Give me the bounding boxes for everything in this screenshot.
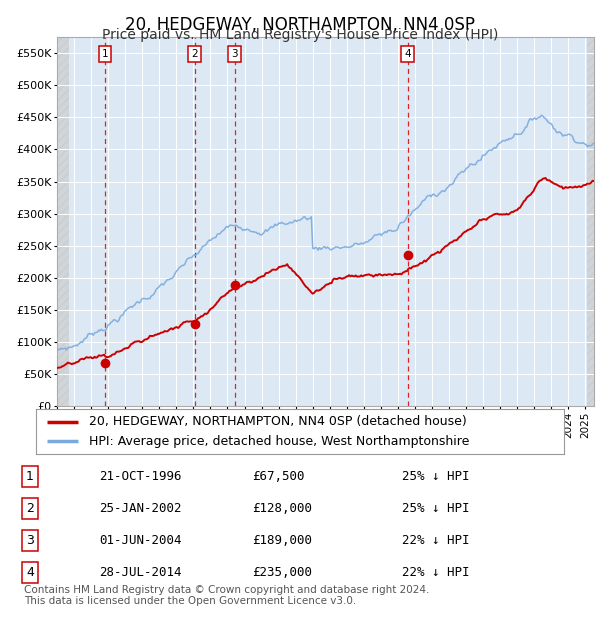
Text: HPI: Average price, detached house, West Northamptonshire: HPI: Average price, detached house, West…: [89, 435, 469, 448]
Text: 20, HEDGEWAY, NORTHAMPTON, NN4 0SP (detached house): 20, HEDGEWAY, NORTHAMPTON, NN4 0SP (deta…: [89, 415, 467, 428]
Text: 28-JUL-2014: 28-JUL-2014: [99, 567, 182, 579]
Text: 3: 3: [232, 49, 238, 59]
Text: 22% ↓ HPI: 22% ↓ HPI: [402, 534, 470, 547]
Text: 21-OCT-1996: 21-OCT-1996: [99, 470, 182, 482]
Text: £189,000: £189,000: [252, 534, 312, 547]
Text: 2: 2: [191, 49, 198, 59]
Text: 2: 2: [26, 502, 34, 515]
Text: 1: 1: [26, 470, 34, 482]
Text: 25% ↓ HPI: 25% ↓ HPI: [402, 470, 470, 482]
Text: 4: 4: [26, 567, 34, 579]
Text: £235,000: £235,000: [252, 567, 312, 579]
Bar: [57, 37, 69, 406]
Text: Contains HM Land Registry data © Crown copyright and database right 2024.
This d: Contains HM Land Registry data © Crown c…: [24, 585, 430, 606]
Text: 1: 1: [101, 49, 108, 59]
Text: 25-JAN-2002: 25-JAN-2002: [99, 502, 182, 515]
Text: 22% ↓ HPI: 22% ↓ HPI: [402, 567, 470, 579]
Text: £67,500: £67,500: [252, 470, 305, 482]
Bar: [587, 37, 594, 406]
Text: £128,000: £128,000: [252, 502, 312, 515]
Text: Price paid vs. HM Land Registry's House Price Index (HPI): Price paid vs. HM Land Registry's House …: [102, 28, 498, 42]
Text: 01-JUN-2004: 01-JUN-2004: [99, 534, 182, 547]
Text: 3: 3: [26, 534, 34, 547]
Text: 4: 4: [404, 49, 411, 59]
Text: 20, HEDGEWAY, NORTHAMPTON, NN4 0SP: 20, HEDGEWAY, NORTHAMPTON, NN4 0SP: [125, 16, 475, 33]
Text: 25% ↓ HPI: 25% ↓ HPI: [402, 502, 470, 515]
